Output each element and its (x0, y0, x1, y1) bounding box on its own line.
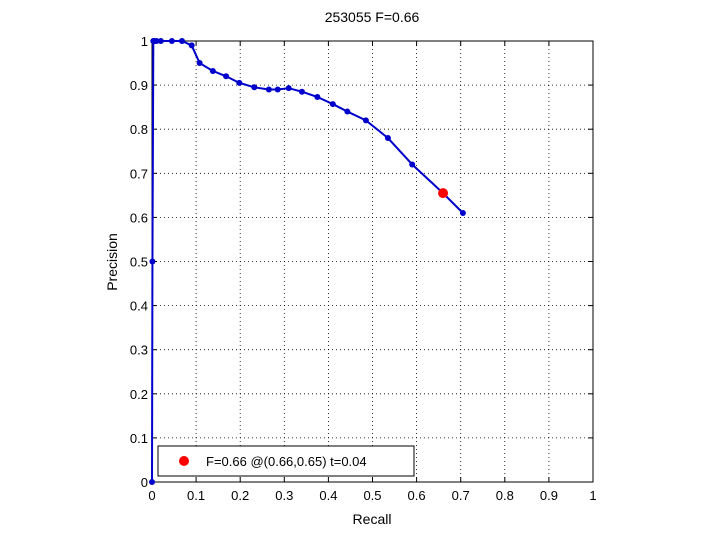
x-tick-label: 0.7 (452, 488, 470, 503)
chart-title: 253055 F=0.66 (325, 9, 420, 25)
data-point (384, 135, 391, 142)
y-tick-label: 0.8 (130, 122, 148, 137)
y-tick-label: 0.4 (130, 299, 148, 314)
data-point (362, 117, 369, 124)
data-point (285, 85, 292, 92)
y-tick-label: 0.9 (130, 78, 148, 93)
x-tick-label: 1 (589, 488, 596, 503)
data-point (209, 67, 216, 74)
y-tick-label: 1 (141, 34, 148, 49)
data-point (157, 38, 164, 44)
y-tick-label: 0.1 (130, 431, 148, 446)
data-point (196, 60, 203, 67)
x-tick-label: 0.2 (231, 488, 249, 503)
y-axis-label: Precision (104, 233, 120, 291)
x-tick-label: 0.6 (408, 488, 426, 503)
best-point-group (438, 188, 449, 199)
x-tick-label: 0.1 (187, 488, 205, 503)
legend-entry: F=0.66 @(0.66,0.65) t=0.04 (206, 454, 367, 469)
data-point (409, 161, 416, 168)
data-point (236, 79, 243, 86)
data-point (314, 94, 321, 101)
data-point (459, 209, 466, 216)
y-tick-label: 0 (141, 475, 148, 490)
legend-marker (179, 456, 189, 466)
y-tick-label: 0.6 (130, 210, 148, 225)
data-point (178, 38, 185, 44)
x-tick-label: 0.9 (540, 488, 558, 503)
data-point (329, 101, 336, 108)
data-point (188, 42, 195, 49)
data-point (344, 108, 351, 115)
data-point (149, 479, 155, 485)
data-point (168, 38, 175, 44)
x-tick-label: 0.5 (363, 488, 381, 503)
y-tick-label: 0.3 (130, 343, 148, 358)
data-point (265, 86, 272, 93)
data-point (153, 38, 160, 44)
data-point (223, 73, 230, 80)
x-tick-label: 0.8 (496, 488, 514, 503)
x-axis-label: Recall (353, 511, 392, 527)
axis-ticks: 0 0.1 0.2 0.3 0.4 0.5 0.6 0.7 0.8 0.9 1 0 0.1 0.2 0.3 0… (130, 34, 597, 503)
y-tick-label: 0.7 (130, 166, 148, 181)
y-tick-label: 0.5 (130, 255, 148, 270)
legend-box (157, 445, 415, 477)
data-point (149, 258, 156, 265)
y-tick-label: 0.2 (130, 387, 148, 402)
legend: F=0.66 @(0.66,0.65) t=0.04 (157, 445, 415, 477)
grid (152, 41, 593, 482)
x-tick-label: 0.3 (275, 488, 293, 503)
x-tick-label: 0.4 (319, 488, 337, 503)
best-f-point (438, 188, 449, 199)
data-point (251, 84, 258, 91)
data-point (298, 88, 305, 95)
data-point (274, 86, 281, 93)
x-tick-label: 0 (148, 488, 155, 503)
series-group (149, 38, 466, 485)
